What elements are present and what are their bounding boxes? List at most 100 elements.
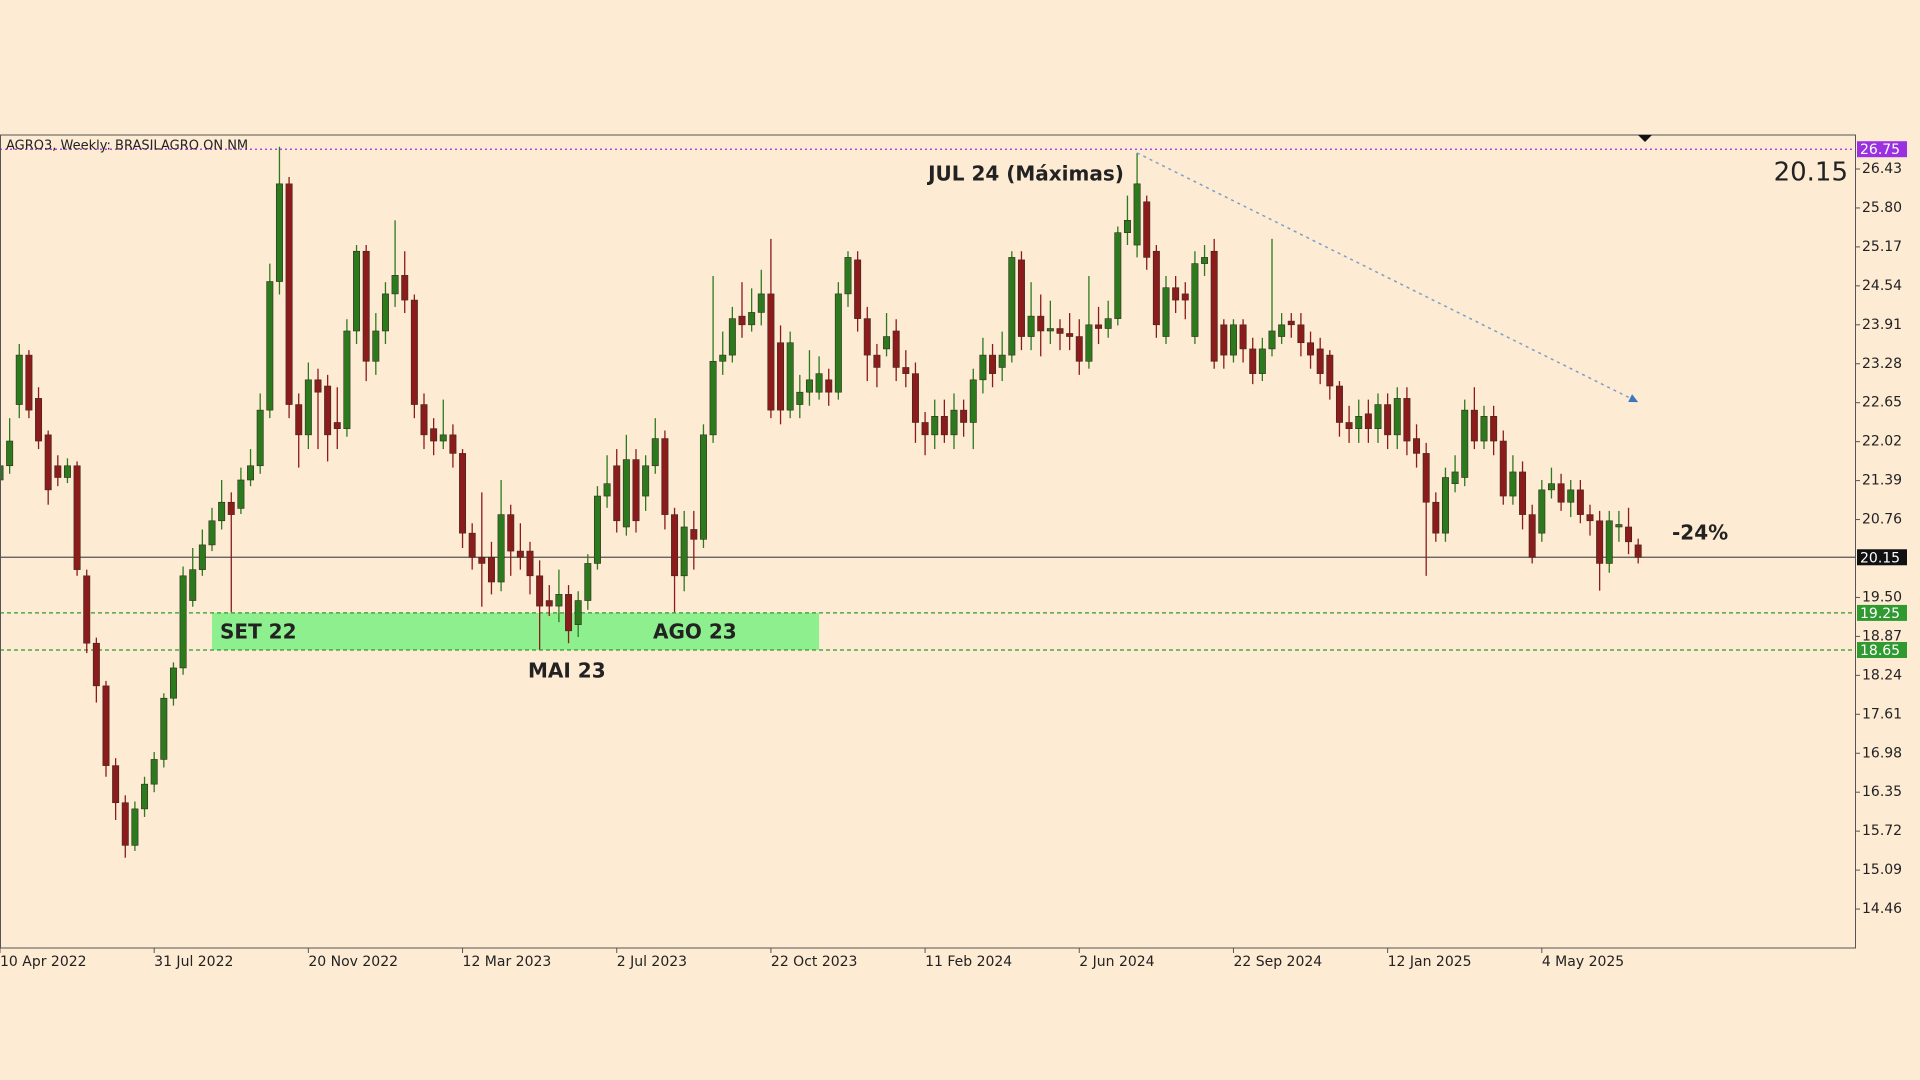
candle-body — [112, 765, 120, 804]
candle-body — [343, 330, 351, 429]
candle-body — [478, 556, 486, 564]
candle-body — [468, 532, 476, 558]
candle-body — [1528, 514, 1536, 558]
candle-body — [0, 465, 4, 481]
candle-body — [574, 600, 582, 625]
candle-body — [844, 257, 852, 295]
candle-body — [1393, 398, 1401, 436]
price-tag-label: 19.25 — [1860, 606, 1900, 622]
y-tick-label: 17.61 — [1862, 706, 1902, 722]
candle-body — [1490, 416, 1498, 442]
candle-body — [989, 354, 997, 374]
candle-body — [256, 409, 264, 467]
candle-body — [921, 422, 929, 436]
candle-body — [815, 373, 823, 393]
candle-body — [497, 514, 505, 583]
candle-body — [565, 594, 573, 632]
candle-body — [998, 354, 1006, 368]
candle-body — [1432, 501, 1440, 534]
candle-body — [1634, 544, 1642, 558]
candle-body — [1374, 404, 1382, 429]
candle-body — [227, 501, 235, 515]
candle-body — [796, 391, 804, 405]
candle-body — [353, 250, 361, 332]
candle-body — [83, 575, 91, 644]
candle-body — [1210, 250, 1218, 362]
price-tag-label: 20.15 — [1860, 550, 1900, 566]
candle-body — [1335, 385, 1343, 423]
x-tick-label: 20 Nov 2022 — [308, 954, 398, 970]
annotation: -24% — [1672, 521, 1728, 545]
candle-body — [825, 379, 833, 393]
candle-body — [931, 416, 939, 436]
candle-body — [680, 526, 688, 577]
candle-body — [709, 360, 717, 436]
candle-body — [834, 293, 842, 393]
candle-body — [449, 434, 457, 454]
price-tag-label: 18.65 — [1860, 643, 1900, 659]
candle-body — [439, 434, 447, 442]
period-marker — [1638, 135, 1652, 142]
candle-body — [1104, 318, 1112, 329]
candle-body — [1576, 489, 1584, 515]
candle-body — [198, 544, 206, 570]
candle-body — [333, 422, 341, 429]
y-tick-label: 22.02 — [1862, 434, 1902, 450]
candle-body — [719, 354, 727, 362]
price-tag — [1857, 604, 1907, 621]
y-tick-label: 16.35 — [1862, 784, 1902, 800]
support-zone — [212, 612, 820, 651]
candle-body — [25, 354, 33, 411]
y-tick-label: 24.54 — [1862, 278, 1902, 294]
y-tick-label: 19.50 — [1862, 589, 1902, 605]
candle-body — [1499, 440, 1507, 497]
candle-body — [1547, 483, 1555, 491]
candle-body — [1596, 520, 1604, 564]
candle-body — [728, 318, 736, 356]
price-tag — [1857, 549, 1907, 566]
candle-body — [757, 293, 765, 313]
candle-body — [786, 342, 794, 411]
candle-body — [275, 183, 283, 282]
candle-body — [1008, 257, 1016, 356]
candle-body — [1249, 348, 1257, 374]
candle-body — [699, 434, 707, 540]
candle-body — [1162, 287, 1170, 337]
candle-body — [960, 409, 968, 423]
candle-body — [1422, 453, 1430, 503]
y-tick-label: 18.24 — [1862, 667, 1902, 683]
candle-body — [141, 783, 149, 810]
candle-body — [1229, 324, 1237, 356]
trendline-arrow — [1628, 394, 1639, 403]
candle-body — [63, 465, 71, 478]
candle-body — [6, 440, 14, 467]
candle-body — [738, 315, 746, 326]
candle-body — [507, 514, 515, 552]
last-price: 20.15 — [1774, 158, 1848, 188]
y-tick-label: 23.28 — [1862, 356, 1902, 372]
price-tag — [1857, 642, 1907, 659]
candle-body — [632, 459, 640, 522]
candle-body — [1287, 320, 1295, 326]
candle-body — [1095, 324, 1103, 329]
x-tick-label: 12 Jan 2025 — [1388, 954, 1472, 970]
candle-body — [1220, 324, 1228, 356]
candle-body — [285, 183, 293, 405]
candle-body — [950, 409, 958, 436]
candle-body — [902, 367, 910, 374]
candle-body — [410, 299, 418, 405]
candle-body — [73, 465, 81, 570]
y-tick-label: 14.46 — [1862, 901, 1902, 917]
candle-body — [1075, 336, 1083, 362]
candle-body — [179, 575, 187, 669]
candle-body — [642, 465, 650, 497]
x-tick-label: 2 Jul 2023 — [617, 954, 687, 970]
x-tick-label: 12 Mar 2023 — [463, 954, 552, 970]
x-tick-label: 31 Jul 2022 — [154, 954, 233, 970]
candle-body — [208, 520, 216, 546]
candle-body — [1403, 398, 1411, 442]
candle-body — [1181, 293, 1189, 301]
candle-body — [1538, 489, 1546, 534]
candle-body — [266, 281, 274, 411]
